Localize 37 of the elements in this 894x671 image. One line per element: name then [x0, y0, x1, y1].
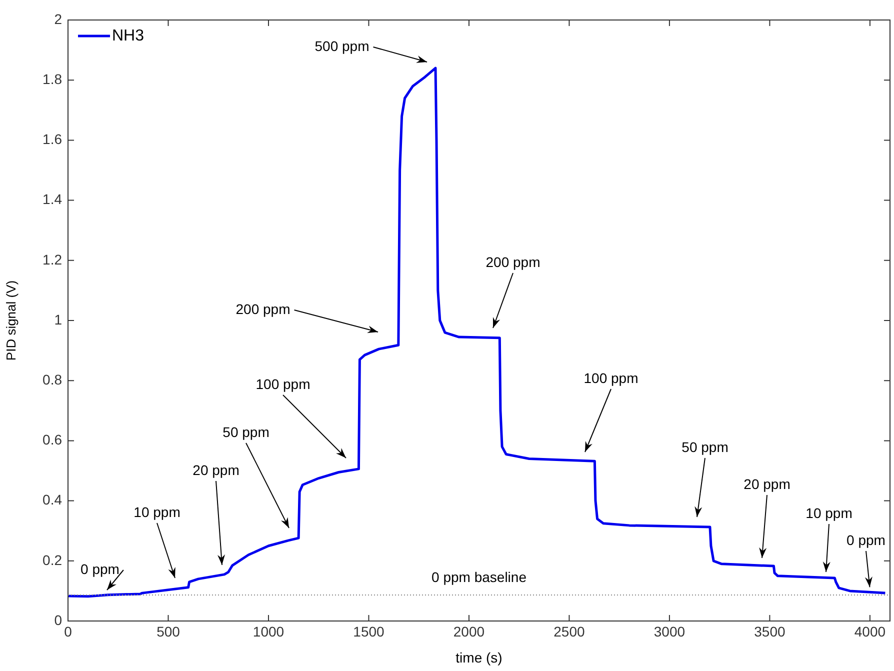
annotation: 100 ppm	[584, 370, 638, 386]
annotation: 0 ppm	[80, 560, 120, 577]
y-tick-label: 1.6	[42, 131, 62, 148]
y-tick-label: 0	[54, 612, 62, 628]
y-tick-label: 2	[54, 10, 62, 27]
x-axis-title: time (s)	[456, 649, 502, 666]
x-tick-label: 1000	[252, 623, 284, 640]
annotation: 50 ppm	[682, 438, 728, 455]
y-axis-title: PID signal (V)	[3, 280, 18, 361]
annotation: 50 ppm	[222, 424, 270, 440]
ref-line-label: 0 ppm baseline	[432, 568, 527, 585]
x-tick-label: 3000	[654, 623, 686, 640]
x-tick-label: 0	[64, 623, 72, 640]
annotation: 100 ppm	[256, 376, 310, 392]
y-tick-label: 1.8	[42, 70, 62, 87]
x-tick-label: 500	[156, 623, 180, 640]
annotation: 500 ppm	[314, 38, 370, 54]
annotation: 20 ppm	[192, 462, 240, 478]
x-tick-label: 3500	[754, 623, 786, 640]
y-tick-label: 0.8	[42, 371, 62, 388]
legend-label: NH3	[112, 27, 144, 44]
y-tick-label: 0.4	[42, 492, 62, 508]
annotation: 20 ppm	[744, 476, 790, 492]
x-tick-label: 4000	[854, 623, 886, 640]
x-tick-label: 1500	[353, 623, 385, 640]
annotation: 200 ppm	[486, 254, 540, 270]
y-tick-label: 1	[54, 311, 62, 328]
y-tick-label: 0.2	[42, 552, 62, 568]
x-tick-label: 2000	[453, 623, 485, 640]
y-tick-label: 0.6	[42, 432, 62, 448]
y-tick-label: 1.4	[42, 191, 62, 208]
x-tick-label: 2500	[554, 623, 585, 640]
y-tick-label: 1.2	[42, 251, 62, 268]
annotation: 10 ppm	[134, 504, 180, 520]
annotation: 200 ppm	[236, 300, 290, 317]
annotation: 10 ppm	[806, 504, 852, 521]
annotation: 0 ppm	[846, 532, 886, 548]
